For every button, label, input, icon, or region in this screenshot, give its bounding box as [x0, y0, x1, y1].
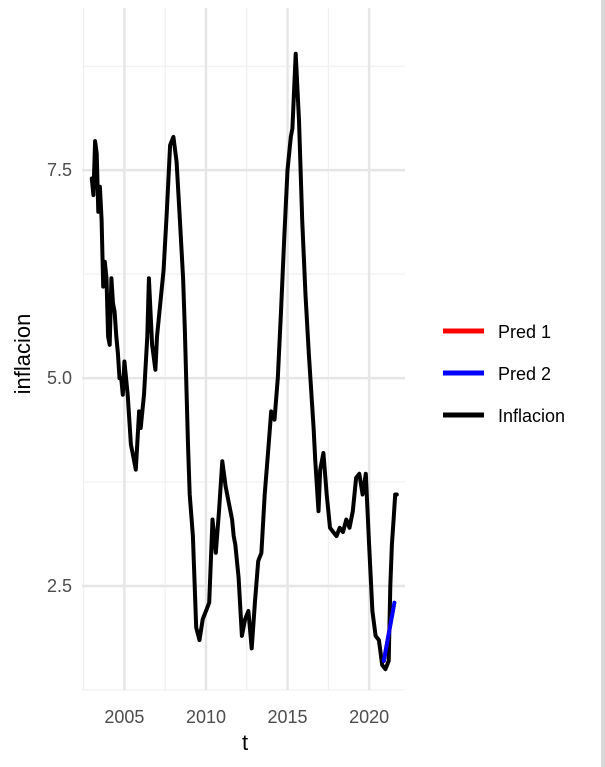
- legend-label-pred1: Pred 1: [498, 322, 551, 342]
- x-axis-tick-labels: 2005 2010 2015 2020: [104, 707, 389, 727]
- minor-gridlines: [82, 8, 405, 691]
- series-lines: [89, 51, 399, 672]
- x-tick-label: 2015: [268, 707, 308, 727]
- x-tick-label: 2010: [186, 707, 226, 727]
- legend-label-pred2: Pred 2: [498, 364, 551, 384]
- legend-label-inflacion: Inflacion: [498, 406, 565, 426]
- x-tick-label: 2005: [104, 707, 144, 727]
- y-tick-label: 7.5: [47, 160, 72, 180]
- legend: Pred 1 Pred 2 Inflacion: [443, 322, 565, 426]
- y-axis-tick-labels: 2.5 5.0 7.5: [47, 160, 72, 596]
- series-line-inflacion: [89, 51, 399, 672]
- window-edge: [601, 0, 605, 767]
- x-axis-title: t: [242, 730, 248, 755]
- y-axis-title: inflacion: [10, 314, 35, 395]
- y-tick-label: 5.0: [47, 368, 72, 388]
- x-tick-label: 2020: [349, 707, 389, 727]
- y-tick-label: 2.5: [47, 576, 72, 596]
- series-line-pred2: [381, 600, 397, 663]
